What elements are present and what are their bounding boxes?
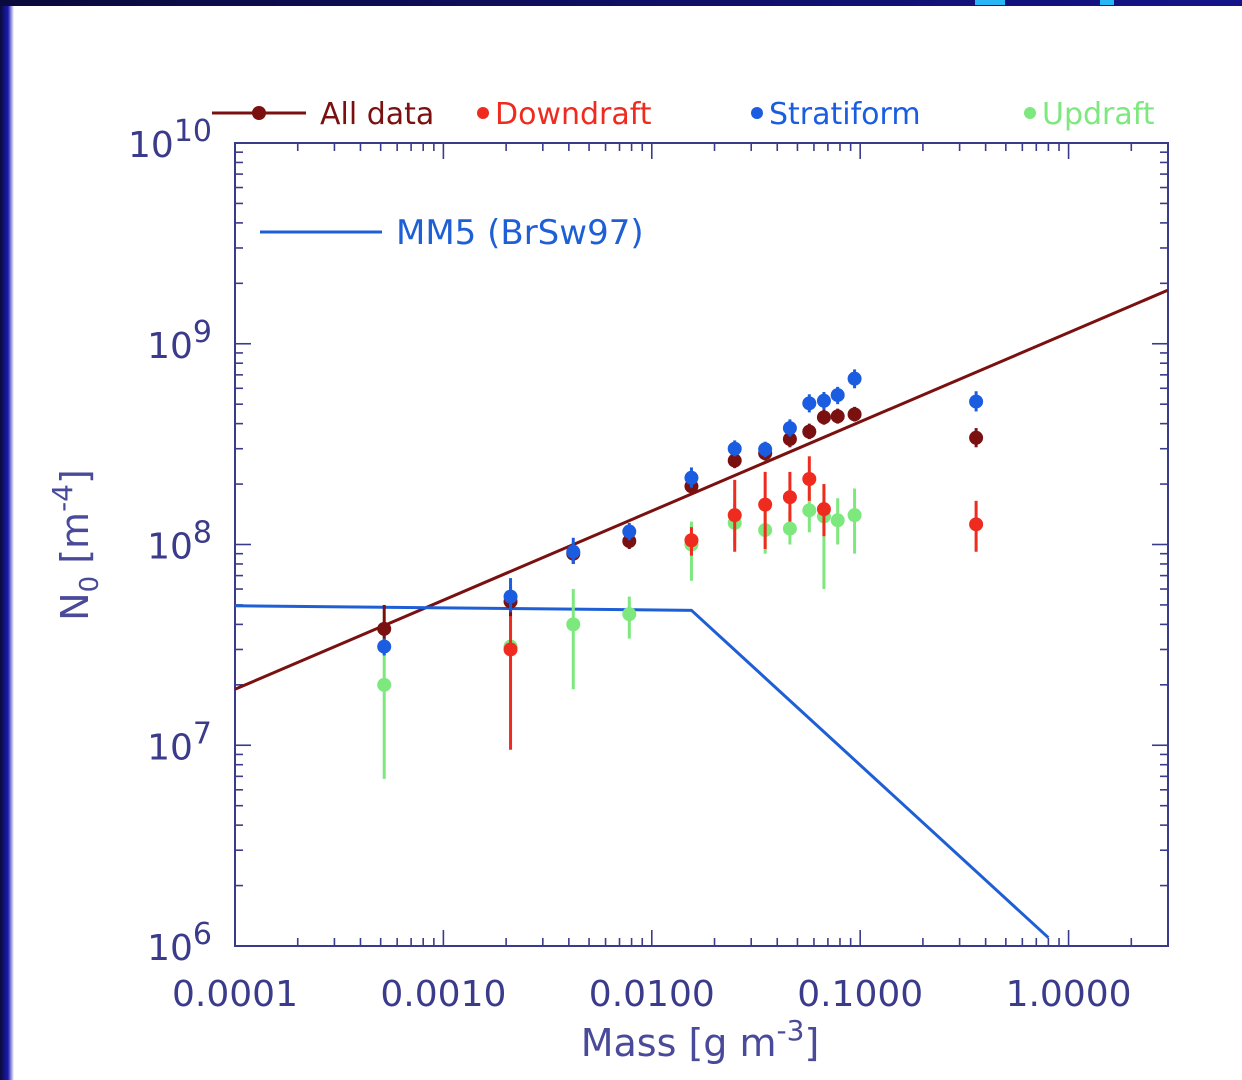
stratiform-point (969, 394, 984, 409)
legend-all-data-marker (252, 106, 266, 120)
downdraft-point (782, 490, 797, 505)
updraft-point (377, 677, 392, 692)
x-tick-label: 1.0000 (1006, 974, 1132, 1015)
stratiform-point (830, 388, 845, 403)
x-tick-label: 0.0001 (172, 974, 298, 1015)
downdraft-point (503, 642, 518, 657)
updraft-point (830, 513, 845, 528)
legend-mm5-label: MM5 (BrSw97) (396, 213, 644, 253)
stratiform-point (503, 589, 518, 604)
stratiform-point (816, 393, 831, 408)
updraft-point (566, 617, 581, 632)
y-tick-label: 106 (147, 917, 212, 969)
downdraft-point (802, 471, 817, 486)
mm5-model-line (234, 604, 1050, 939)
all-data-point (802, 424, 817, 439)
stratiform-point (758, 442, 773, 457)
legend-stratiform-marker (751, 107, 763, 119)
x-tick-label: 0.0010 (380, 974, 506, 1015)
y-axis-label: N0 [m-4] (46, 469, 105, 621)
updraft-point (847, 508, 862, 523)
stratiform-point (802, 396, 817, 411)
all-data-point (969, 430, 984, 445)
stratiform-point (566, 544, 581, 559)
all-data-point (727, 453, 742, 468)
stratiform-point (622, 524, 637, 539)
all-data-point (830, 409, 845, 424)
updraft-point (622, 607, 637, 622)
all-data-point (782, 432, 797, 447)
x-tick-label: 0.0100 (589, 974, 715, 1015)
y-tick-label: 107 (147, 716, 212, 768)
stratiform-point (684, 470, 699, 485)
legend-updraft-label: Updraft (1042, 97, 1155, 132)
top-border-mark (1100, 0, 1114, 5)
all-data-point (377, 621, 392, 636)
plot-frame (234, 142, 1169, 947)
legend-all-data-label: All data (320, 97, 434, 132)
x-tick-label: 0.1000 (797, 974, 923, 1015)
top-border-mark (975, 0, 1005, 5)
downdraft-point (816, 502, 831, 517)
top-border-bar (0, 0, 1242, 6)
stratiform-point (727, 441, 742, 456)
updraft-point (802, 503, 817, 518)
updraft-point (782, 521, 797, 536)
legend-stratiform-label: Stratiform (769, 97, 921, 132)
stratiform-point (847, 371, 862, 386)
y-tick-label: 1010 (128, 114, 212, 166)
all-data-point (816, 410, 831, 425)
legend-downdraft-marker (477, 107, 489, 119)
legend-downdraft-label: Downdraft (495, 97, 652, 132)
y-tick-label: 109 (147, 315, 212, 367)
all-data-point (847, 407, 862, 422)
downdraft-point (758, 497, 773, 512)
stratiform-point (782, 421, 797, 436)
legend-updraft-marker (1024, 107, 1036, 119)
y-tick-label: 108 (147, 516, 212, 568)
downdraft-point (969, 517, 984, 532)
x-axis-label: Mass [g m-3] (581, 1014, 820, 1065)
stratiform-point (377, 639, 392, 654)
downdraft-point (727, 508, 742, 523)
all-data-fit-line (234, 288, 1169, 691)
downdraft-point (684, 533, 699, 548)
